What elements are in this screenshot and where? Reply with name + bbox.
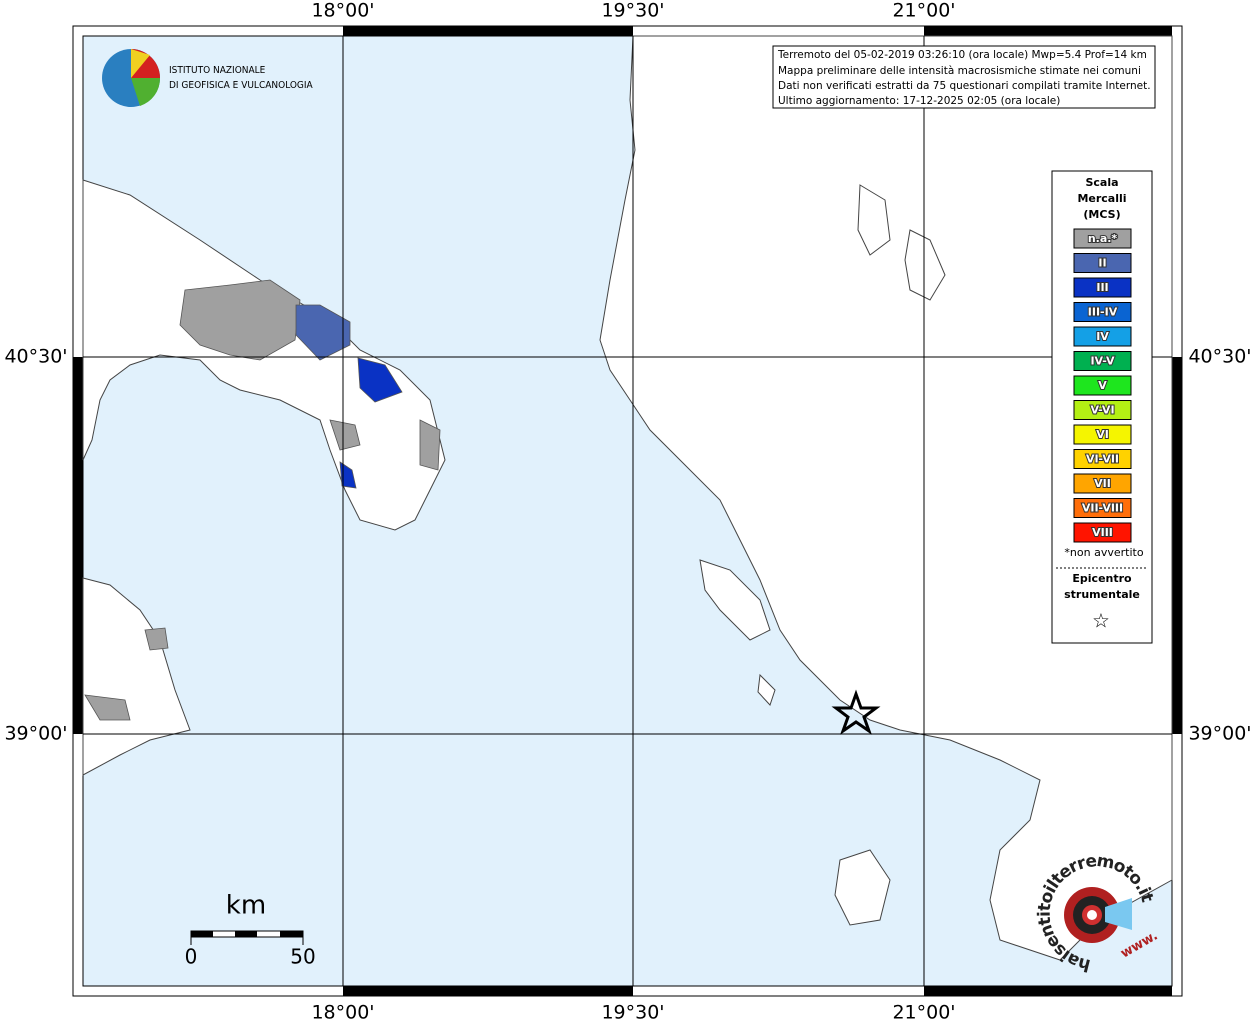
legend: Scala Mercalli (MCS) *non avvertito Epic… — [1051, 170, 1153, 644]
legend-swatch — [1073, 522, 1132, 543]
legend-label: II — [1098, 257, 1106, 270]
logo-text: ISTITUTO NAZIONALE — [169, 65, 266, 76]
legend-swatch — [1073, 277, 1132, 298]
legend-label: VI-VII — [1086, 453, 1119, 466]
legend-swatch — [1073, 302, 1132, 322]
ingv-logo: ISTITUTO NAZIONALE DI GEOFISICA E VULCAN… — [102, 49, 314, 107]
legend-epicenter: strumentale — [1064, 588, 1140, 601]
info-line: Terremoto del 05-02-2019 03:26:10 (ora l… — [777, 49, 1147, 61]
legend-label: III — [1096, 281, 1108, 294]
scale-bar: km 0 50 — [185, 891, 316, 969]
legend-swatch — [1073, 326, 1132, 347]
legend-swatch — [1073, 228, 1132, 249]
legend-swatch — [1073, 424, 1132, 445]
legend-swatch — [1073, 375, 1132, 396]
legend-label: n.a.* — [1088, 232, 1118, 245]
epicenter-star — [831, 689, 881, 735]
legend-label: VI — [1096, 428, 1109, 441]
lat-label: 39°00' — [1188, 723, 1251, 745]
legend-swatch — [1073, 351, 1132, 371]
lat-label: 39°00' — [4, 723, 67, 745]
legend-title: Scala — [1085, 176, 1118, 189]
lon-label: 19°30' — [601, 0, 664, 22]
legend-label: VII — [1094, 477, 1111, 490]
lon-label: 19°30' — [601, 1002, 664, 1024]
lat-label: 40°30' — [4, 346, 67, 368]
legend-label: IV — [1096, 330, 1109, 343]
legend-title: Mercalli — [1077, 192, 1126, 205]
scale-unit: km — [226, 891, 266, 921]
municipalities — [84, 279, 441, 721]
scale-label: 50 — [290, 945, 315, 969]
legend-label: V-VI — [1090, 404, 1114, 417]
info-line: Dati non verificati estratti da 75 quest… — [778, 80, 1151, 92]
lat-label: 40°30' — [1188, 346, 1251, 368]
legend-label: IV-V — [1090, 355, 1115, 368]
info-line: Mappa preliminare delle intensità macros… — [778, 65, 1141, 77]
legend-swatch — [1073, 449, 1132, 469]
legend-swatch — [1073, 400, 1132, 420]
info-line: Ultimo aggiornamento: 17-12-2025 02:05 (… — [778, 95, 1060, 107]
lon-label: 21°00' — [892, 0, 955, 22]
lon-label: 18°00' — [311, 1002, 374, 1024]
legend-label: VII-VIII — [1082, 502, 1123, 515]
legend-swatch — [1073, 473, 1132, 494]
legend-label: V — [1098, 379, 1107, 392]
lon-label: 21°00' — [892, 1002, 955, 1024]
legend-label: VIII — [1092, 526, 1113, 539]
legend-note: *non avvertito — [1064, 546, 1143, 559]
legend-epicenter: Epicentro — [1072, 572, 1132, 585]
logo-text: DI GEOFISICA E VULCANOLOGIA — [169, 80, 314, 91]
graticule — [83, 36, 1172, 986]
lon-label: 18°00' — [311, 0, 374, 22]
legend-title: (MCS) — [1083, 208, 1120, 221]
legend-star: ☆ — [1092, 609, 1110, 633]
legend-swatch — [1073, 253, 1132, 273]
land — [82, 35, 1173, 961]
scale-label: 0 — [185, 945, 198, 969]
legend-swatch — [1073, 498, 1132, 518]
legend-label: III-IV — [1088, 306, 1118, 319]
frame-ticks — [73, 26, 1182, 996]
info-box — [772, 45, 1156, 109]
